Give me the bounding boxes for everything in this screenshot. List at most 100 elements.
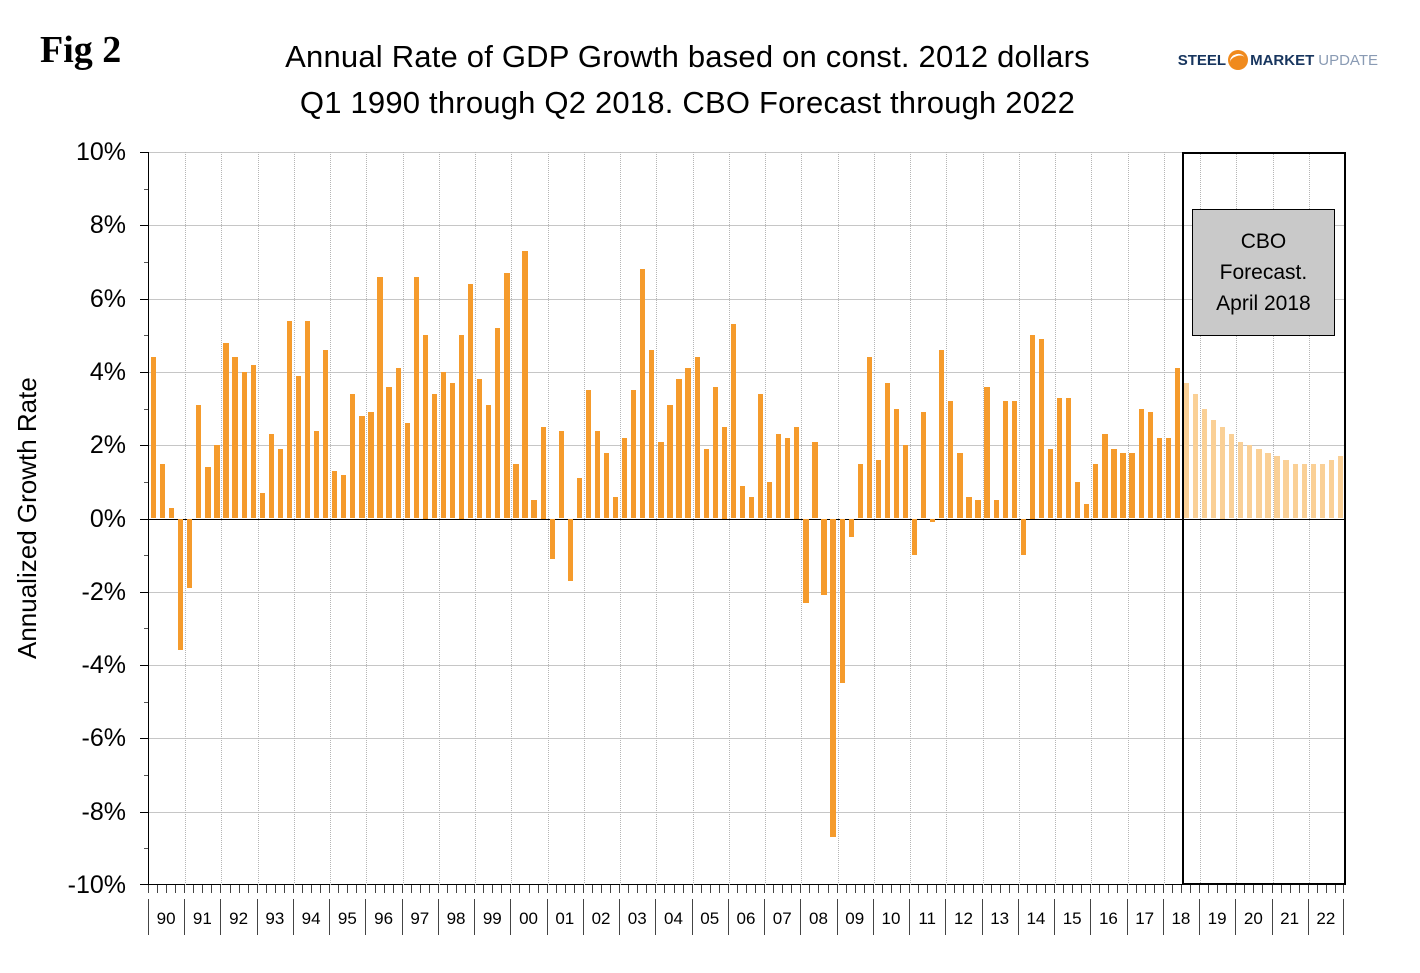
v-gridline-year (293, 152, 295, 885)
y-axis-tick (140, 591, 148, 593)
h-gridline (149, 152, 1345, 153)
x-axis-year-tick (256, 899, 258, 935)
gdp-bar (857, 463, 863, 519)
x-axis-year-label: 10 (881, 909, 901, 928)
x-axis-quarter-tick (673, 885, 675, 893)
y-axis-tick (140, 665, 148, 667)
v-gridline-year (620, 152, 622, 885)
x-axis-quarter-tick (510, 885, 512, 893)
x-axis-year-tick (474, 899, 476, 935)
gdp-bar (332, 470, 338, 519)
chart-title-line1: Annual Rate of GDP Growth based on const… (285, 39, 1090, 74)
h-gridline (149, 518, 1345, 520)
x-axis-quarter-tick (818, 885, 820, 893)
x-axis-quarter-tick (283, 885, 285, 893)
y-axis-tick-label: 10% (75, 138, 126, 166)
gdp-bar (576, 478, 582, 519)
gdp-bar (567, 518, 573, 581)
y-axis-tick (140, 884, 148, 885)
smu-logo: STEEL MARKET UPDATE (1178, 50, 1378, 70)
gdp-bar (277, 448, 283, 519)
gdp-bar (449, 382, 456, 519)
gdp-bar (413, 276, 419, 519)
x-axis-quarter-tick (1298, 885, 1300, 893)
gdp-bar (1002, 401, 1008, 519)
x-axis-quarter-tick (1063, 885, 1065, 893)
v-gridline-year (837, 152, 839, 885)
gdp-bar (1056, 397, 1063, 519)
x-axis-quarter-tick (1307, 885, 1309, 893)
gdp-bar (486, 404, 492, 519)
x-axis-quarter-tick (827, 885, 829, 893)
gdp-bar (612, 496, 619, 519)
x-axis-quarter-tick (1253, 885, 1255, 893)
gdp-bar (785, 437, 791, 519)
x-axis-year-tick (872, 899, 874, 935)
x-axis-quarter-tick (773, 885, 775, 893)
gdp-bar (549, 518, 555, 559)
x-axis-quarter-tick (492, 885, 494, 893)
y-axis-minor-tick (144, 261, 148, 263)
gdp-bar (966, 496, 972, 519)
x-axis-year-tick (1199, 899, 1201, 935)
x-axis-quarter-tick (329, 885, 331, 893)
x-axis-quarter-tick (655, 885, 657, 893)
y-axis-tick-label: -10% (67, 871, 126, 899)
gdp-bar (223, 342, 229, 519)
x-axis-quarter-tick (1316, 885, 1318, 893)
x-axis-quarter-tick (628, 885, 630, 893)
v-gridline-year (511, 152, 513, 885)
x-axis-quarter-tick (736, 885, 738, 893)
y-axis-tick-label: 0% (89, 504, 126, 533)
gdp-bar (812, 441, 818, 519)
cbo-forecast-label-line: CBO (1240, 230, 1287, 253)
x-axis-year-tick (220, 899, 222, 935)
x-axis-quarter-tick (927, 885, 929, 893)
y-axis-minor-tick (144, 188, 148, 190)
x-axis-quarter-tick (365, 885, 367, 893)
x-axis-quarter-tick (1108, 885, 1110, 893)
x-axis-year-label: 13 (990, 909, 1010, 928)
x-axis-quarter-tick (1171, 885, 1173, 893)
gdp-bar (513, 463, 519, 519)
h-gridline (149, 225, 1345, 227)
x-axis-quarter-tick (311, 885, 313, 893)
x-axis-quarter-tick (1280, 885, 1282, 893)
x-axis-quarter-tick (854, 885, 856, 893)
x-axis-quarter-tick (1343, 885, 1344, 893)
gdp-bar (585, 390, 592, 519)
x-axis-quarter-tick (302, 885, 304, 893)
gdp-bar (1038, 338, 1045, 519)
gdp-bar (468, 283, 474, 519)
gdp-bar (1183, 382, 1190, 519)
x-axis-quarter-tick (274, 885, 276, 893)
v-gridline-year (1236, 152, 1238, 885)
cbo-forecast-label-line: April 2018 (1216, 292, 1311, 315)
gdp-bar (1129, 452, 1135, 519)
gdp-bar (250, 364, 256, 519)
gdp-bar (341, 474, 347, 519)
gdp-bar (902, 445, 909, 519)
gdp-bar (875, 459, 881, 519)
x-axis-year-tick (1126, 899, 1128, 935)
gdp-bar (676, 379, 682, 519)
gdp-bar (1093, 463, 1099, 519)
gdp-bar (422, 335, 428, 519)
gdp-bar (1165, 437, 1171, 519)
x-axis-year-label: 20 (1243, 909, 1263, 928)
gdp-bar (558, 430, 564, 519)
x-axis-quarter-tick (791, 885, 793, 893)
gdp-bar (404, 423, 410, 519)
y-axis-tick (140, 811, 148, 813)
x-axis-quarter-tick (863, 885, 865, 893)
x-axis-quarter-tick (845, 885, 847, 893)
gdp-bar (1075, 481, 1081, 519)
v-gridline-year (1308, 152, 1310, 885)
x-axis-year-label: 91 (192, 909, 212, 928)
x-axis-year-label: 17 (1135, 909, 1155, 928)
v-gridline-year (257, 152, 259, 885)
v-gridline-year (330, 152, 332, 885)
gdp-bar (685, 368, 691, 519)
x-axis-year-label: 11 (918, 909, 937, 928)
v-gridline-year (656, 152, 658, 885)
